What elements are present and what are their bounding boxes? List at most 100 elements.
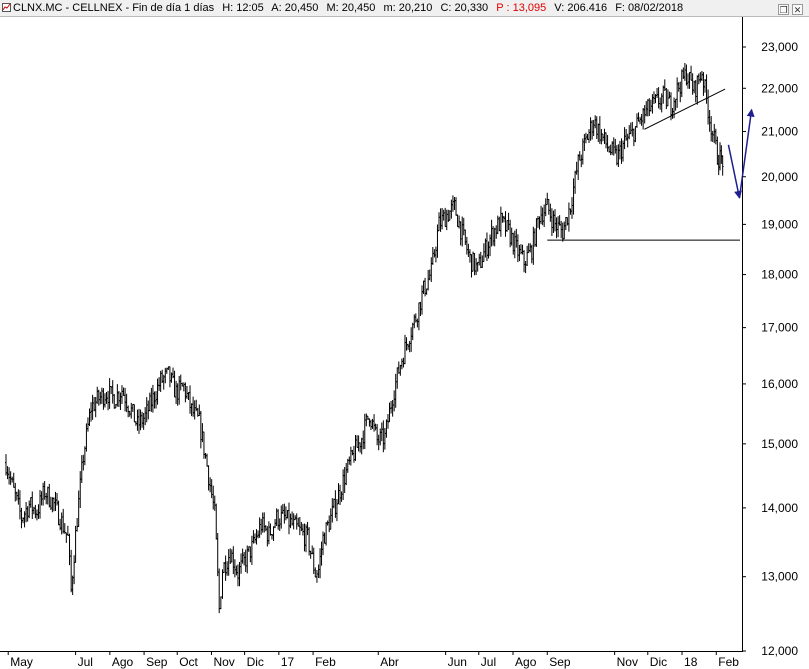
price-bar bbox=[289, 513, 292, 529]
price-bar bbox=[492, 226, 495, 246]
price-bar bbox=[178, 376, 181, 405]
price-bar bbox=[589, 117, 592, 141]
price-bar bbox=[277, 509, 280, 530]
price-bar bbox=[329, 508, 332, 530]
price-bar bbox=[306, 521, 309, 536]
price-bar bbox=[690, 65, 693, 81]
price-bar bbox=[555, 217, 558, 239]
price-bar bbox=[461, 216, 464, 247]
price-bar bbox=[255, 529, 258, 545]
price-bar bbox=[261, 512, 264, 533]
price-bar bbox=[629, 122, 632, 135]
price-bar bbox=[102, 388, 105, 410]
price-bar bbox=[54, 491, 57, 511]
price-bar bbox=[198, 404, 201, 417]
price-bar bbox=[580, 154, 583, 168]
price-bar bbox=[390, 400, 393, 414]
price-bar bbox=[572, 178, 575, 215]
price-bar bbox=[416, 318, 419, 328]
price-bar bbox=[394, 373, 397, 408]
price-bar bbox=[478, 253, 481, 266]
price-bar bbox=[362, 430, 365, 450]
price-bar bbox=[676, 77, 679, 108]
x-tick-label: Dic bbox=[247, 655, 264, 669]
price-bar bbox=[148, 392, 151, 412]
field-volume: V: 206.416 bbox=[554, 2, 608, 14]
price-bar bbox=[623, 127, 626, 150]
price-bar bbox=[257, 530, 260, 539]
price-bar bbox=[498, 216, 501, 232]
price-bar bbox=[240, 553, 243, 574]
x-tick-label: Feb bbox=[315, 655, 336, 669]
header-text: CLNX.MC - CELLNEX - Fin de día 1 días H:… bbox=[13, 0, 688, 16]
price-bar bbox=[459, 221, 462, 246]
price-bar bbox=[281, 504, 284, 514]
price-bar bbox=[680, 69, 683, 98]
close-icon[interactable]: ✕ bbox=[792, 4, 803, 15]
price-bar bbox=[20, 507, 23, 529]
price-bar bbox=[301, 523, 304, 536]
annotations bbox=[547, 88, 755, 241]
price-bar bbox=[264, 525, 267, 532]
price-bar bbox=[595, 116, 598, 139]
price-bar bbox=[597, 123, 600, 142]
restore-icon[interactable]: ❐ bbox=[778, 4, 789, 15]
price-bar bbox=[352, 445, 355, 463]
price-bar bbox=[444, 207, 447, 228]
price-bar bbox=[79, 471, 82, 509]
price-bar bbox=[468, 249, 471, 263]
price-bar bbox=[354, 434, 357, 461]
price-bar bbox=[707, 89, 710, 125]
price-bar bbox=[417, 302, 420, 331]
price-bar bbox=[484, 238, 487, 258]
price-bar bbox=[705, 74, 708, 104]
price-bar bbox=[472, 251, 475, 272]
price-bar bbox=[553, 209, 556, 232]
price-bar bbox=[408, 340, 411, 353]
price-bar bbox=[649, 99, 652, 112]
price-bar bbox=[213, 495, 216, 511]
price-bar bbox=[94, 396, 97, 418]
price-bar bbox=[405, 337, 408, 351]
price-bar bbox=[433, 249, 436, 258]
price-bar bbox=[280, 505, 283, 529]
price-bar bbox=[295, 513, 298, 530]
x-axis-ticks: May Jul Ago Sep Oct Nov Dic 17 Feb Abr Jun Jul Ago Se… bbox=[7, 651, 739, 669]
price-bar bbox=[385, 419, 388, 438]
price-bar bbox=[6, 466, 9, 480]
price-bar bbox=[591, 120, 594, 140]
window-controls: ❐ ✕ bbox=[775, 2, 803, 18]
price-bar bbox=[674, 98, 677, 111]
y-tick-label: 15,000 bbox=[761, 437, 798, 451]
price-bar bbox=[320, 541, 323, 566]
price-bar bbox=[243, 552, 246, 566]
price-bar bbox=[39, 489, 42, 519]
price-bar bbox=[151, 384, 154, 413]
price-bar bbox=[314, 567, 317, 578]
price-bar bbox=[40, 491, 43, 506]
price-bar bbox=[544, 198, 547, 217]
price-bar bbox=[719, 142, 722, 171]
price-bar bbox=[184, 382, 187, 403]
price-bar bbox=[88, 408, 91, 427]
y-tick-label: 21,000 bbox=[761, 124, 798, 138]
price-bar bbox=[552, 210, 555, 234]
price-bar bbox=[662, 85, 665, 104]
price-bar bbox=[193, 400, 196, 420]
price-bar bbox=[266, 526, 269, 547]
price-bar bbox=[533, 228, 536, 247]
y-tick-label: 13,000 bbox=[761, 570, 798, 584]
price-bar bbox=[100, 387, 103, 404]
price-bar bbox=[668, 91, 671, 99]
price-bar bbox=[176, 383, 179, 406]
price-bar bbox=[159, 370, 162, 393]
price-bar bbox=[543, 204, 546, 228]
chart-window-icon bbox=[2, 3, 11, 12]
price-bar bbox=[657, 87, 660, 109]
x-tick-label: Feb bbox=[718, 655, 739, 669]
price-bar bbox=[153, 391, 156, 409]
price-bar bbox=[221, 569, 224, 599]
price-bar bbox=[626, 133, 629, 148]
price-bar bbox=[495, 225, 498, 239]
price-bar bbox=[201, 423, 204, 443]
